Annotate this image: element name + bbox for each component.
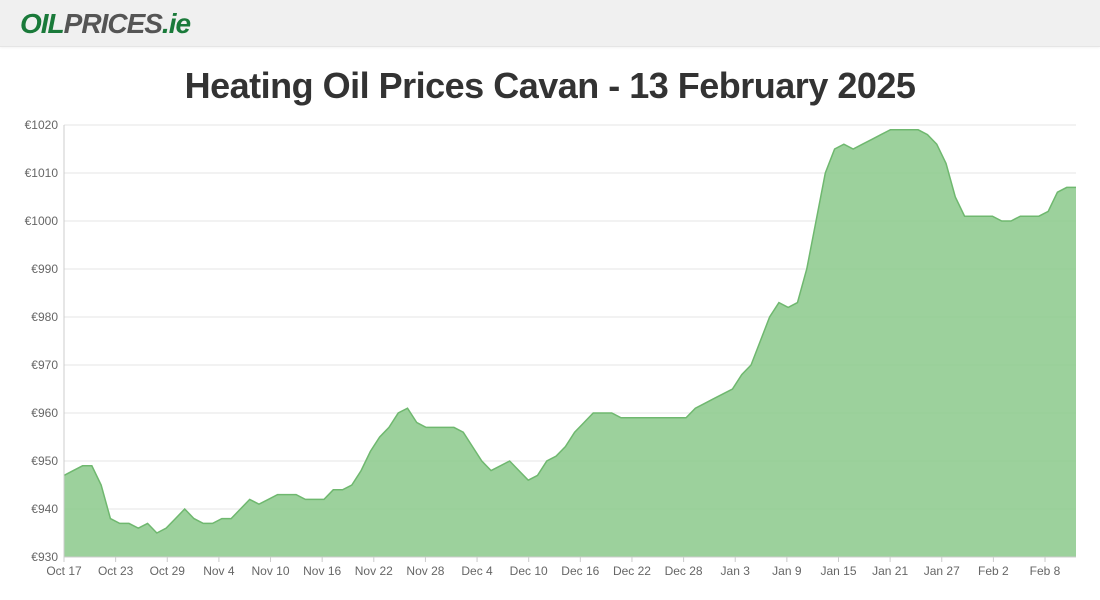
y-axis-label: €940: [31, 502, 58, 516]
x-axis-label: Jan 15: [820, 564, 856, 578]
y-axis-label: €1000: [25, 214, 59, 228]
x-axis-label: Dec 4: [461, 564, 493, 578]
logo-part-ie: .ie: [162, 8, 190, 39]
logo-part-oil: OIL: [20, 8, 64, 39]
x-axis-label: Nov 16: [303, 564, 341, 578]
y-axis-label: €1020: [25, 118, 59, 132]
x-axis-label: Jan 27: [924, 564, 960, 578]
y-axis-label: €970: [31, 358, 58, 372]
x-axis-label: Oct 17: [46, 564, 82, 578]
x-axis-label: Nov 22: [355, 564, 393, 578]
x-axis-label: Nov 28: [406, 564, 444, 578]
y-axis-label: €1010: [25, 166, 59, 180]
x-axis-label: Oct 23: [98, 564, 134, 578]
y-axis-label: €950: [31, 454, 58, 468]
x-axis-label: Dec 28: [665, 564, 703, 578]
x-axis-label: Dec 16: [561, 564, 599, 578]
x-axis-label: Nov 10: [252, 564, 290, 578]
price-chart: €930 €940 €950 €960 €970 €980 €990 €1000 €1010 €1…: [14, 115, 1086, 585]
x-axis-label: Jan 21: [872, 564, 908, 578]
y-axis-label: €930: [31, 550, 58, 564]
site-logo[interactable]: OILPRICES.ie: [20, 8, 190, 39]
y-axis-label: €980: [31, 310, 58, 324]
header-bar: OILPRICES.ie: [0, 0, 1100, 47]
x-axis-label: Feb 8: [1030, 564, 1061, 578]
x-axis-label: Dec 22: [613, 564, 651, 578]
x-axis-label: Jan 9: [772, 564, 802, 578]
y-axis-label: €990: [31, 262, 58, 276]
x-axis-label: Feb 2: [978, 564, 1009, 578]
x-axis-label: Nov 4: [203, 564, 235, 578]
logo-part-prices: PRICES: [64, 8, 162, 39]
x-axis-label: Jan 3: [721, 564, 751, 578]
x-axis-label: Dec 10: [510, 564, 548, 578]
chart-svg: €930 €940 €950 €960 €970 €980 €990 €1000 €1010 €1…: [14, 115, 1086, 585]
chart-title: Heating Oil Prices Cavan - 13 February 2…: [0, 65, 1100, 107]
x-axis-label: Oct 29: [150, 564, 186, 578]
price-area-fill: [64, 130, 1076, 557]
y-axis-label: €960: [31, 406, 58, 420]
